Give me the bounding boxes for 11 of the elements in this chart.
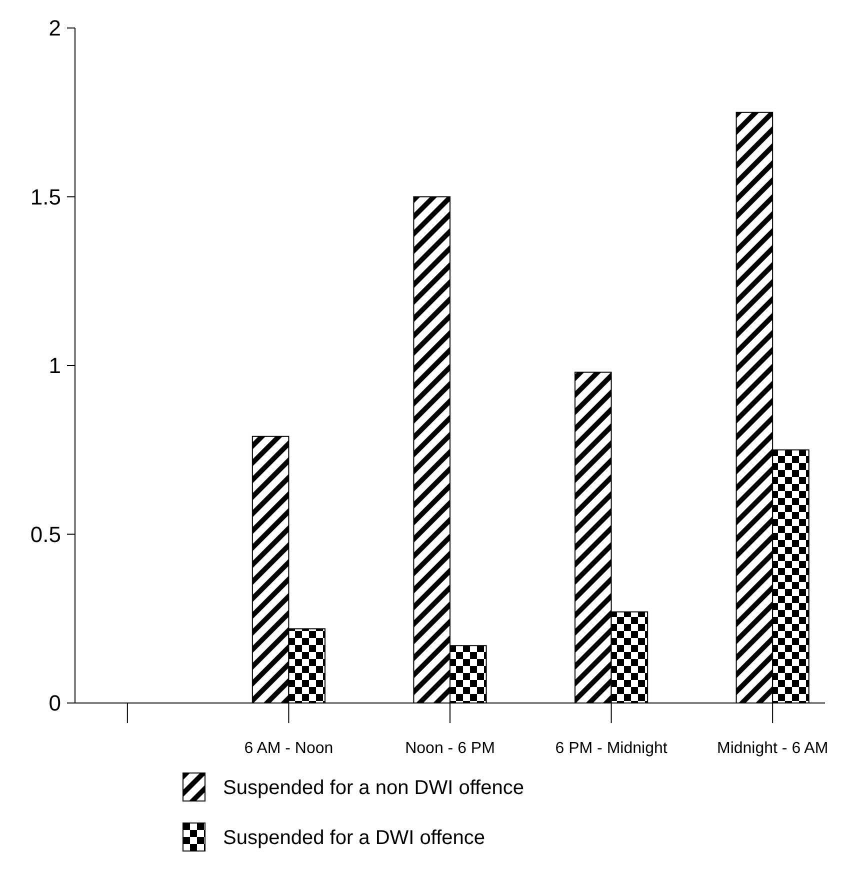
y-tick-label: 1 (48, 353, 61, 378)
y-tick-label: 2 (48, 16, 61, 41)
x-tick-label: 6 PM - Midnight (555, 740, 668, 757)
legend-label: Suspended for a DWI offence (223, 827, 486, 849)
x-tick-label: Midnight - 6 AM (717, 740, 828, 757)
x-tick-label: Noon - 6 PM (405, 740, 495, 757)
legend-label: Suspended for a non DWI offence (223, 777, 524, 799)
y-tick-label: 0.5 (30, 522, 61, 547)
x-tick-label: 6 AM - Noon (244, 740, 334, 757)
y-tick-label: 0 (48, 690, 61, 716)
y-tick-label: 1.5 (30, 184, 61, 210)
